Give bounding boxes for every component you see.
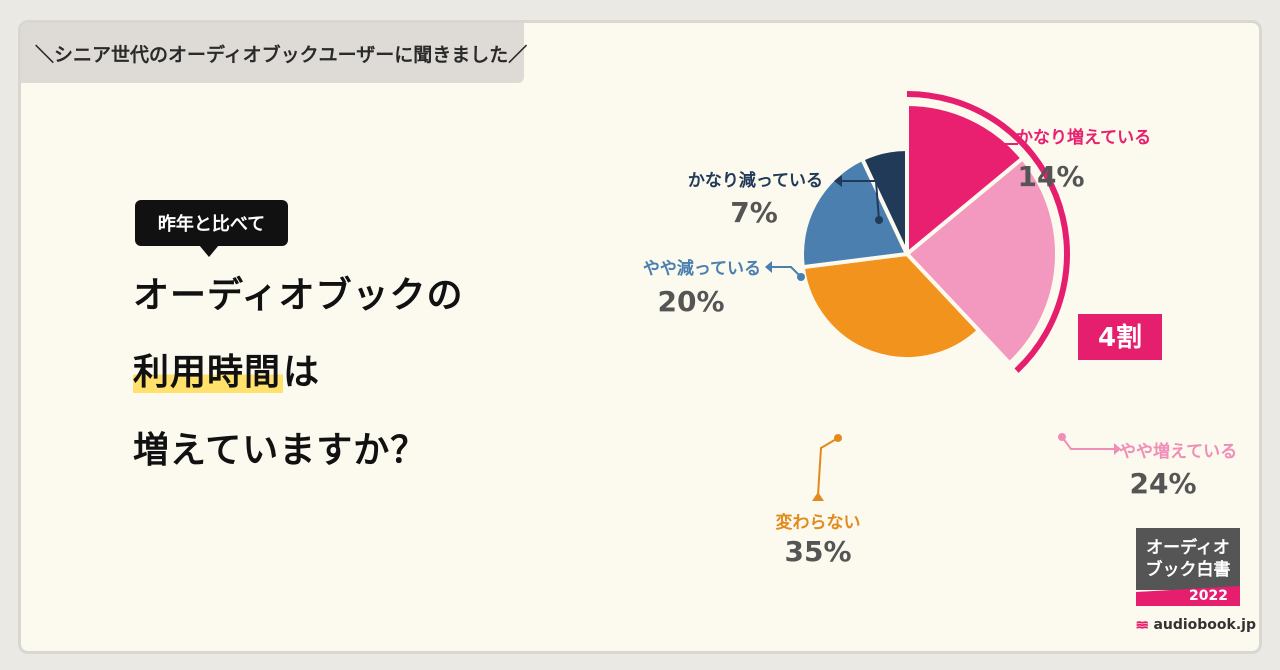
- leader-line: [769, 266, 802, 278]
- header-tag: ＼シニア世代のオーディオブックユーザーに聞きました／: [21, 23, 527, 83]
- brand-name: audiobook.jp: [1153, 617, 1256, 633]
- pie-slice: [860, 147, 909, 256]
- book-icon: [1136, 621, 1148, 629]
- pie-slice: [905, 102, 1025, 256]
- badge-title: オーディオ ブック白書: [1136, 528, 1240, 590]
- leader-dot: [975, 151, 983, 159]
- pie-slice: [800, 252, 981, 361]
- slice-label: かなり増えている: [1016, 127, 1151, 148]
- slice-label: やや減っている: [643, 258, 761, 279]
- pie-slice: [800, 156, 909, 270]
- badge-year: 2022: [1136, 586, 1240, 606]
- headline-line-1: オーディオブックの: [133, 275, 464, 316]
- headline-line-2-rest: は: [283, 352, 321, 393]
- badge-title-line-1: オーディオ: [1146, 538, 1230, 558]
- leader-arrow: [812, 492, 824, 501]
- infographic-card: ＼シニア世代のオーディオブックユーザーに聞きました／ 昨年と比べて オーディオブ…: [18, 20, 1262, 654]
- slice-label: 変わらない: [776, 512, 861, 533]
- annotation-box: [1078, 314, 1162, 360]
- report-badge: オーディオ ブック白書 2022: [1136, 528, 1240, 608]
- pie-slice: [905, 156, 1059, 366]
- slice-value-label: 7%: [730, 196, 778, 229]
- annotation-label: 4割: [1098, 322, 1142, 353]
- slice-label: やや増えている: [1119, 441, 1237, 462]
- slice-value-label: 14%: [1017, 160, 1084, 193]
- leader-line: [839, 180, 880, 221]
- leader-arrow: [834, 175, 842, 187]
- increase-bracket-arc: [906, 91, 1070, 373]
- slice-value-label: 35%: [784, 535, 851, 568]
- leader-line: [817, 437, 839, 496]
- slice-value-label: 24%: [1129, 467, 1196, 500]
- leader-line: [978, 143, 1018, 154]
- slice-value-label: 20%: [657, 285, 724, 318]
- slice-label: かなり減っている: [688, 170, 823, 191]
- leader-arrow: [1114, 443, 1121, 455]
- speech-bubble: 昨年と比べて: [135, 200, 288, 257]
- headline-line-3: 増えていますか？: [133, 430, 428, 471]
- leader-line: [1061, 436, 1114, 450]
- brand-logo: audiobook.jp: [1136, 615, 1256, 635]
- headline-highlight: 利用時間: [133, 352, 284, 393]
- leader-arrow: [765, 261, 772, 273]
- badge-title-line-2: ブック白書: [1145, 560, 1231, 580]
- headline-line-2: 利用時間は: [133, 343, 320, 395]
